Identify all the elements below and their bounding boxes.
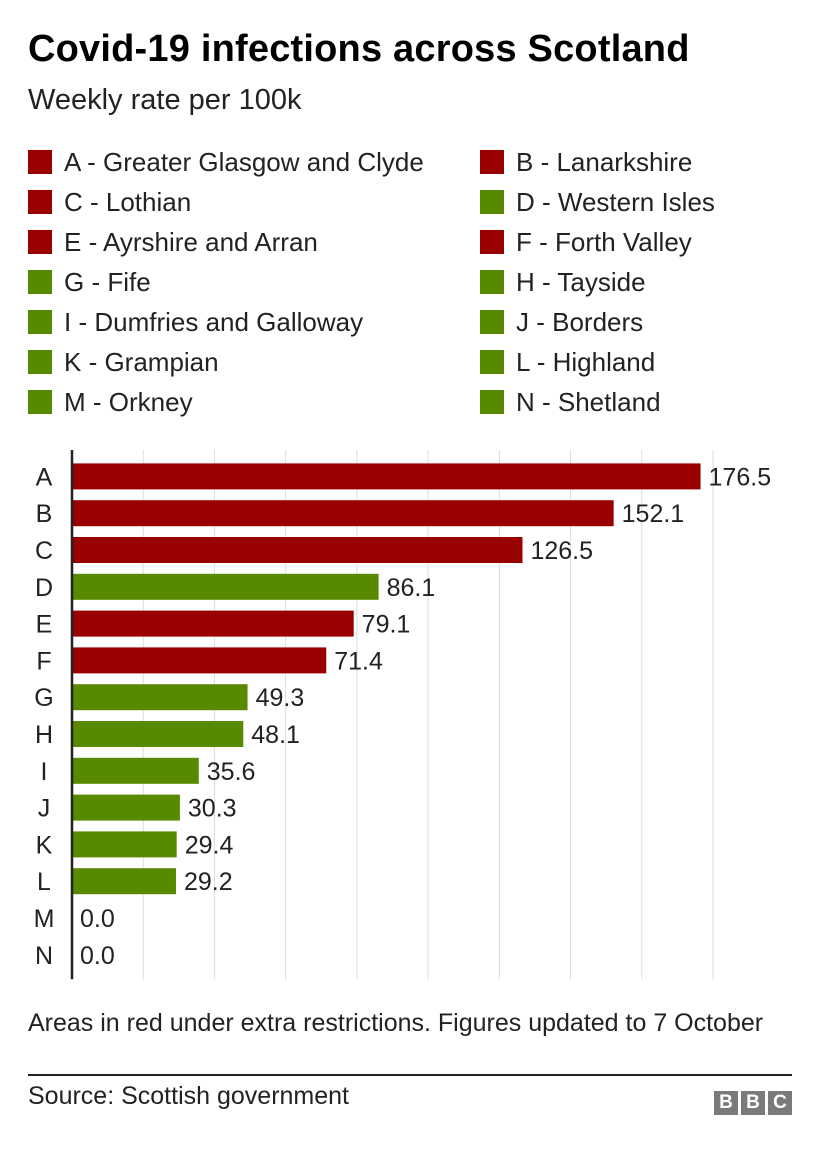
- legend-item: J - Borders: [480, 302, 643, 342]
- bar: [72, 721, 244, 747]
- bar: [72, 794, 180, 821]
- legend-item: H - Tayside: [480, 262, 646, 302]
- legend-item: E - Ayrshire and Arran: [28, 222, 318, 262]
- value-label: 152.1: [622, 500, 685, 528]
- bar: [72, 500, 614, 527]
- legend-swatch: [480, 350, 504, 374]
- bar: [72, 537, 523, 563]
- legend-item: D - Western Isles: [480, 182, 715, 222]
- bar-chart: A 176.5 B 152.1 C 126.5 D 86.1 E 79.1 F 71.4 G 49.3 H 4…: [34, 450, 772, 980]
- value-label: 0.0: [80, 942, 115, 970]
- legend-swatch: [480, 310, 504, 334]
- legend-label: K - Grampian: [64, 346, 219, 377]
- value-label: 71.4: [334, 647, 383, 675]
- legend-label: C - Lothian: [64, 186, 192, 217]
- legend-item: N - Shetland: [480, 382, 661, 422]
- legend-swatch: [28, 350, 52, 374]
- legend-label: I - Dumfries and Galloway: [64, 306, 364, 337]
- legend-item: F - Forth Valley: [480, 222, 692, 262]
- value-label: 79.1: [362, 611, 411, 639]
- logo-letter: B: [714, 1091, 738, 1115]
- bar: [72, 868, 176, 895]
- category-label: B: [36, 500, 53, 528]
- legend-label: H - Tayside: [516, 266, 646, 297]
- value-label: 29.2: [184, 868, 233, 896]
- category-label: I: [41, 758, 48, 786]
- logo-letter: C: [768, 1091, 792, 1115]
- legend-label: L - Highland: [516, 346, 656, 377]
- category-label: C: [35, 537, 53, 565]
- divider: [28, 1074, 792, 1076]
- legend-label: A - Greater Glasgow and Clyde: [64, 146, 424, 177]
- legend-swatch: [28, 150, 52, 174]
- bar: [72, 647, 327, 674]
- legend-item: C - Lothian: [28, 182, 191, 222]
- value-label: 86.1: [387, 574, 436, 602]
- legend-swatch: [28, 310, 52, 334]
- category-label: H: [35, 721, 53, 749]
- category-label: F: [36, 647, 51, 675]
- legend-swatch: [480, 150, 504, 174]
- legend-label: D - Western Isles: [516, 186, 715, 217]
- value-label: 35.6: [207, 758, 256, 786]
- legend-item: I - Dumfries and Galloway: [28, 302, 363, 342]
- legend-swatch: [480, 190, 504, 214]
- bar: [72, 573, 379, 600]
- legend-label: E - Ayrshire and Arran: [64, 226, 318, 257]
- legend-label: J - Borders: [516, 306, 644, 337]
- legend-item: A - Greater Glasgow and Clyde: [28, 142, 424, 182]
- legend-swatch: [28, 190, 52, 214]
- chart-subtitle: Weekly rate per 100k: [28, 84, 302, 116]
- category-label: D: [35, 574, 53, 602]
- value-label: 49.3: [256, 684, 305, 712]
- category-label: A: [36, 463, 53, 491]
- value-label: 176.5: [709, 463, 772, 491]
- legend-swatch: [28, 230, 52, 254]
- legend-label: M - Orkney: [64, 386, 193, 417]
- bar: [72, 610, 354, 637]
- source-note: Source: Scottish government: [28, 1082, 349, 1110]
- legend-item: B - Lanarkshire: [480, 142, 692, 182]
- legend-item: M - Orkney: [28, 382, 193, 422]
- value-label: 30.3: [188, 795, 237, 823]
- category-label: G: [34, 684, 53, 712]
- legend-label: B - Lanarkshire: [516, 146, 693, 177]
- footnote: Areas in red under extra restrictions. F…: [28, 1009, 764, 1037]
- bar: [72, 757, 199, 784]
- legend-item: K - Grampian: [28, 342, 219, 382]
- legend-label: G - Fife: [64, 266, 151, 297]
- category-label: M: [34, 905, 55, 933]
- legend-label: N - Shetland: [516, 386, 661, 417]
- category-label: J: [38, 795, 51, 823]
- value-label: 29.4: [185, 831, 234, 859]
- legend-swatch: [480, 390, 504, 414]
- chart-title: Covid-19 infections across Scotland: [28, 28, 690, 70]
- bar: [72, 463, 701, 490]
- bbc-logo: B B C: [714, 1091, 792, 1115]
- value-label: 48.1: [251, 721, 300, 749]
- logo-letter: B: [741, 1091, 765, 1115]
- legend-swatch: [28, 390, 52, 414]
- legend-swatch: [480, 270, 504, 294]
- category-label: E: [36, 611, 53, 639]
- bar: [72, 684, 248, 711]
- value-label: 0.0: [80, 905, 115, 933]
- category-label: L: [37, 868, 51, 896]
- category-label: K: [36, 831, 53, 859]
- legend-item: L - Highland: [480, 342, 655, 382]
- bar: [72, 831, 177, 858]
- value-label: 126.5: [530, 537, 593, 565]
- legend-swatch: [28, 270, 52, 294]
- legend-swatch: [480, 230, 504, 254]
- category-label: N: [35, 942, 53, 970]
- legend-item: G - Fife: [28, 262, 151, 302]
- legend-label: F - Forth Valley: [516, 226, 692, 257]
